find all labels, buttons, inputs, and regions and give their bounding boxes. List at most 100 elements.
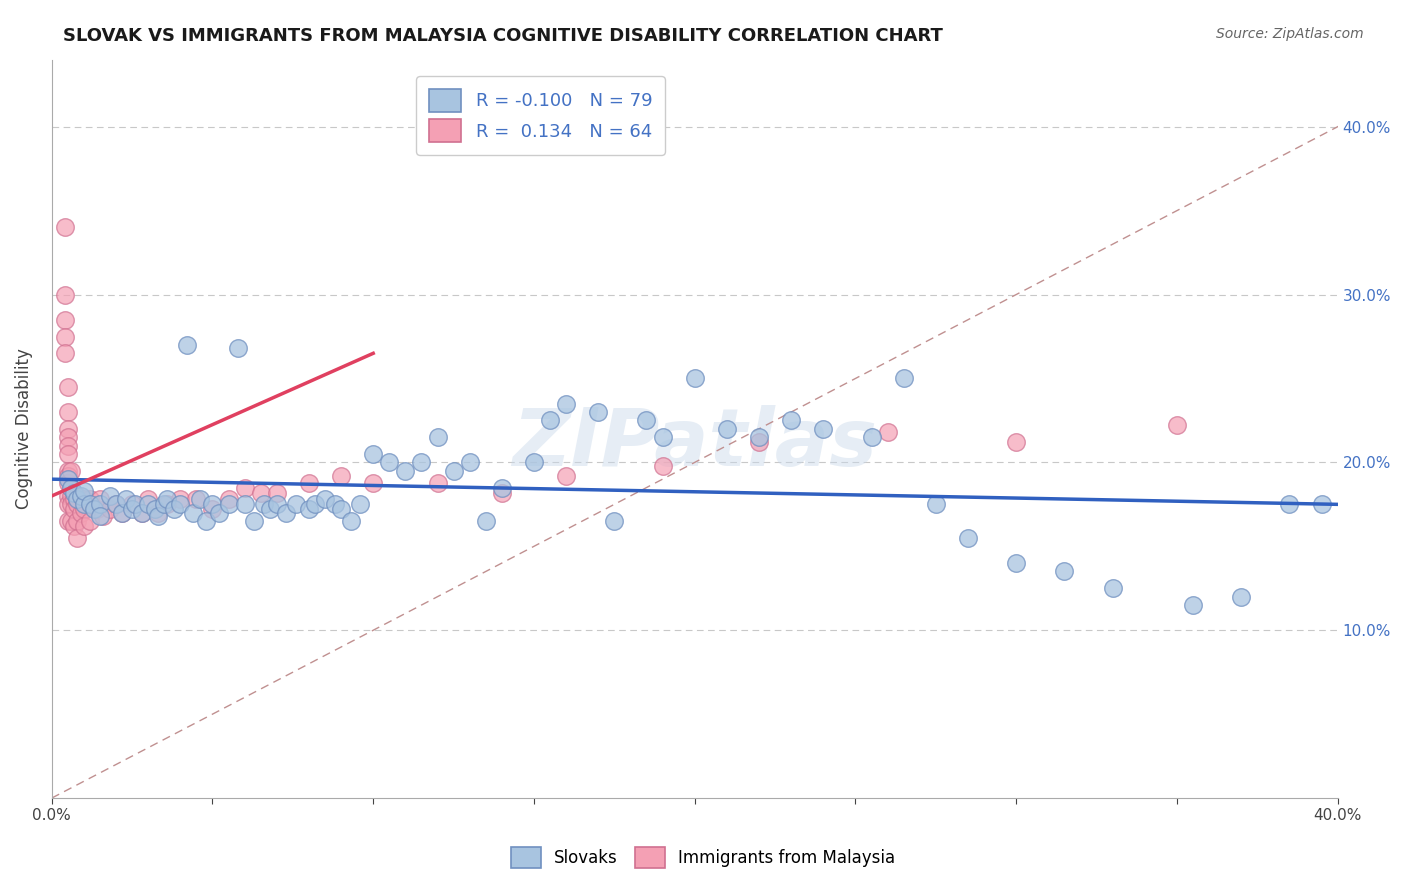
Point — [89, 509, 111, 524]
Point — [86, 502, 108, 516]
Point — [339, 514, 361, 528]
Point — [73, 497, 96, 511]
Point — [208, 506, 231, 520]
Point — [253, 497, 276, 511]
Point — [426, 430, 449, 444]
Point — [361, 475, 384, 490]
Point — [555, 397, 578, 411]
Point — [79, 514, 101, 528]
Point — [491, 481, 513, 495]
Point — [69, 506, 91, 520]
Point — [56, 489, 79, 503]
Point — [66, 514, 89, 528]
Point — [323, 497, 346, 511]
Point — [105, 497, 128, 511]
Point — [56, 430, 79, 444]
Point — [60, 464, 83, 478]
Point — [458, 455, 481, 469]
Point — [603, 514, 626, 528]
Point — [860, 430, 883, 444]
Point — [361, 447, 384, 461]
Point — [426, 475, 449, 490]
Point — [813, 422, 835, 436]
Point — [56, 468, 79, 483]
Point — [66, 497, 89, 511]
Point — [56, 439, 79, 453]
Point — [330, 468, 353, 483]
Point — [1181, 598, 1204, 612]
Point — [233, 481, 256, 495]
Point — [266, 485, 288, 500]
Point — [131, 506, 153, 520]
Point — [79, 492, 101, 507]
Point — [56, 422, 79, 436]
Point — [124, 497, 146, 511]
Point — [555, 468, 578, 483]
Point — [201, 497, 224, 511]
Point — [259, 502, 281, 516]
Point — [186, 492, 208, 507]
Point — [136, 492, 159, 507]
Point — [330, 502, 353, 516]
Point — [218, 492, 240, 507]
Point — [69, 489, 91, 503]
Point — [53, 312, 76, 326]
Point — [153, 497, 176, 511]
Point — [683, 371, 706, 385]
Point — [1310, 497, 1333, 511]
Point — [538, 413, 561, 427]
Point — [349, 497, 371, 511]
Text: SLOVAK VS IMMIGRANTS FROM MALAYSIA COGNITIVE DISABILITY CORRELATION CHART: SLOVAK VS IMMIGRANTS FROM MALAYSIA COGNI… — [63, 27, 943, 45]
Point — [748, 430, 770, 444]
Point — [66, 492, 89, 507]
Point — [314, 492, 336, 507]
Point — [716, 422, 738, 436]
Point — [63, 492, 86, 507]
Point — [523, 455, 546, 469]
Point — [56, 497, 79, 511]
Point — [89, 497, 111, 511]
Point — [651, 430, 673, 444]
Point — [56, 447, 79, 461]
Point — [636, 413, 658, 427]
Point — [56, 475, 79, 490]
Point — [156, 497, 179, 511]
Point — [780, 413, 803, 427]
Point — [188, 492, 211, 507]
Point — [56, 380, 79, 394]
Point — [163, 502, 186, 516]
Point — [176, 338, 198, 352]
Point — [146, 506, 169, 520]
Point — [586, 405, 609, 419]
Point — [56, 464, 79, 478]
Point — [1101, 581, 1123, 595]
Point — [83, 502, 105, 516]
Point — [66, 531, 89, 545]
Point — [73, 519, 96, 533]
Point — [276, 506, 298, 520]
Point — [143, 502, 166, 516]
Point — [925, 497, 948, 511]
Point — [1230, 590, 1253, 604]
Point — [121, 497, 143, 511]
Point — [63, 502, 86, 516]
Point — [60, 489, 83, 503]
Point — [73, 502, 96, 516]
Point — [66, 489, 89, 503]
Point — [63, 485, 86, 500]
Point — [285, 497, 308, 511]
Point — [131, 506, 153, 520]
Point — [98, 502, 121, 516]
Point — [56, 514, 79, 528]
Point — [956, 531, 979, 545]
Point — [73, 483, 96, 498]
Point — [298, 502, 321, 516]
Text: ZIPatlas: ZIPatlas — [512, 405, 877, 483]
Point — [105, 497, 128, 511]
Point — [201, 502, 224, 516]
Point — [73, 492, 96, 507]
Legend: R = -0.100   N = 79, R =  0.134   N = 64: R = -0.100 N = 79, R = 0.134 N = 64 — [416, 76, 665, 155]
Point — [63, 519, 86, 533]
Point — [651, 458, 673, 473]
Point — [876, 425, 898, 440]
